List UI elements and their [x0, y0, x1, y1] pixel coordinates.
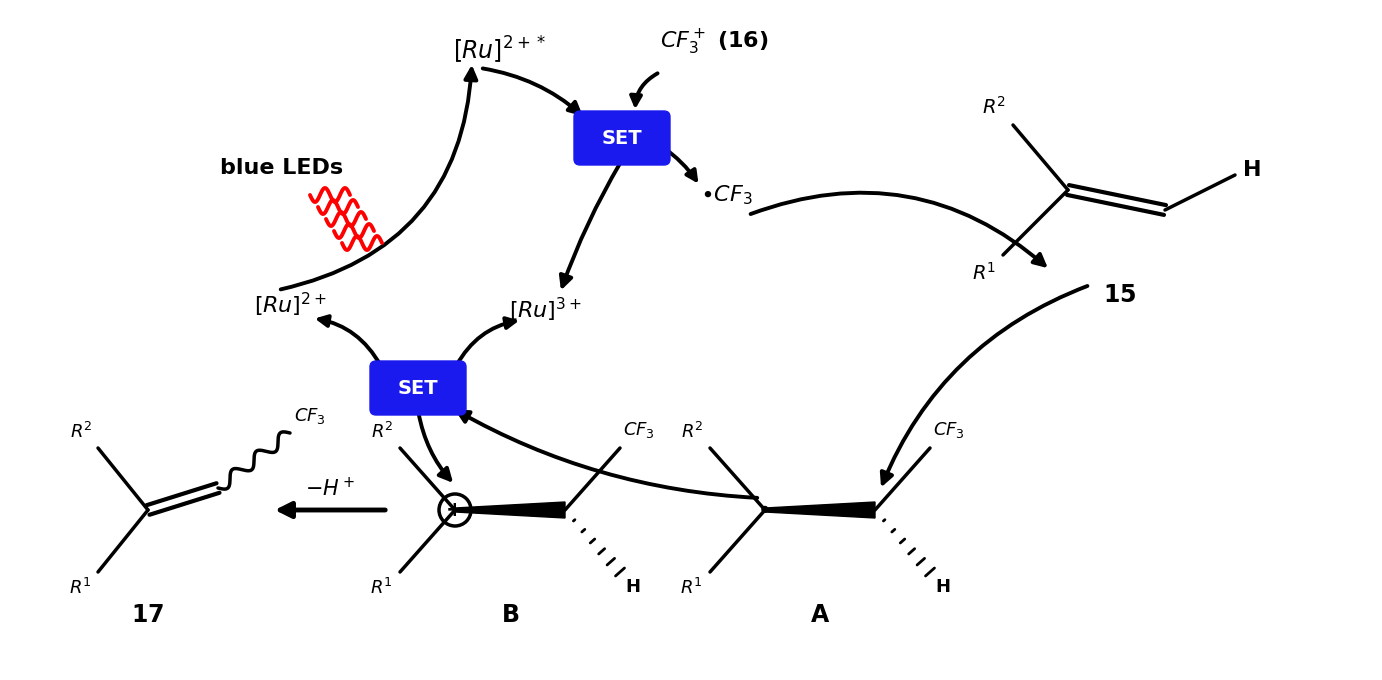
Text: SET: SET [601, 129, 643, 148]
Text: $\mathbf{A}$: $\mathbf{A}$ [810, 603, 831, 627]
Text: $R^2$: $R^2$ [680, 422, 703, 442]
FancyArrowPatch shape [561, 163, 621, 286]
Text: $CF_3$: $CF_3$ [294, 406, 326, 426]
Text: blue LEDs: blue LEDs [220, 158, 343, 178]
Text: $CF_3$: $CF_3$ [623, 420, 655, 440]
Text: $[Ru]^{2+}$: $[Ru]^{2+}$ [253, 291, 326, 319]
Text: $\bullet$: $\bullet$ [756, 496, 770, 520]
Text: $R^2$: $R^2$ [69, 422, 93, 442]
Polygon shape [766, 502, 875, 518]
FancyArrowPatch shape [459, 411, 757, 498]
Text: H: H [1242, 160, 1262, 180]
Text: H: H [625, 578, 640, 596]
FancyArrowPatch shape [632, 73, 658, 105]
FancyArrowPatch shape [419, 413, 451, 479]
FancyArrowPatch shape [482, 69, 579, 114]
Text: $[Ru]^{2+*}$: $[Ru]^{2+*}$ [453, 35, 546, 65]
Text: $R^1$: $R^1$ [370, 578, 392, 598]
Text: +: + [446, 500, 464, 520]
FancyArrowPatch shape [662, 147, 697, 180]
Text: $\mathbf{15}$: $\mathbf{15}$ [1103, 283, 1136, 307]
FancyArrowPatch shape [281, 503, 386, 517]
Polygon shape [455, 502, 565, 518]
FancyArrowPatch shape [456, 318, 515, 366]
Text: $CF_3$: $CF_3$ [933, 420, 965, 440]
Text: $R^1$: $R^1$ [69, 578, 93, 598]
FancyBboxPatch shape [370, 361, 466, 415]
Text: $R^1$: $R^1$ [972, 262, 996, 284]
Text: SET: SET [398, 379, 438, 398]
FancyArrowPatch shape [750, 192, 1045, 265]
Text: $-H^+$: $-H^+$ [305, 477, 355, 500]
FancyArrowPatch shape [882, 286, 1088, 483]
Text: $R^2$: $R^2$ [981, 96, 1006, 118]
FancyArrowPatch shape [319, 316, 380, 366]
Text: $CF_3^+$ ($\mathbf{16}$): $CF_3^+$ ($\mathbf{16}$) [661, 27, 768, 56]
Text: $R^2$: $R^2$ [370, 422, 392, 442]
FancyBboxPatch shape [574, 111, 670, 165]
Text: $\bullet CF_3$: $\bullet CF_3$ [701, 183, 753, 207]
Text: H: H [936, 578, 949, 596]
Text: $\mathbf{B}$: $\mathbf{B}$ [500, 603, 520, 627]
Text: $[Ru]^{3+}$: $[Ru]^{3+}$ [509, 296, 582, 324]
FancyArrowPatch shape [281, 69, 477, 290]
Text: $R^1$: $R^1$ [680, 578, 703, 598]
Text: $\mathbf{17}$: $\mathbf{17}$ [131, 603, 164, 627]
